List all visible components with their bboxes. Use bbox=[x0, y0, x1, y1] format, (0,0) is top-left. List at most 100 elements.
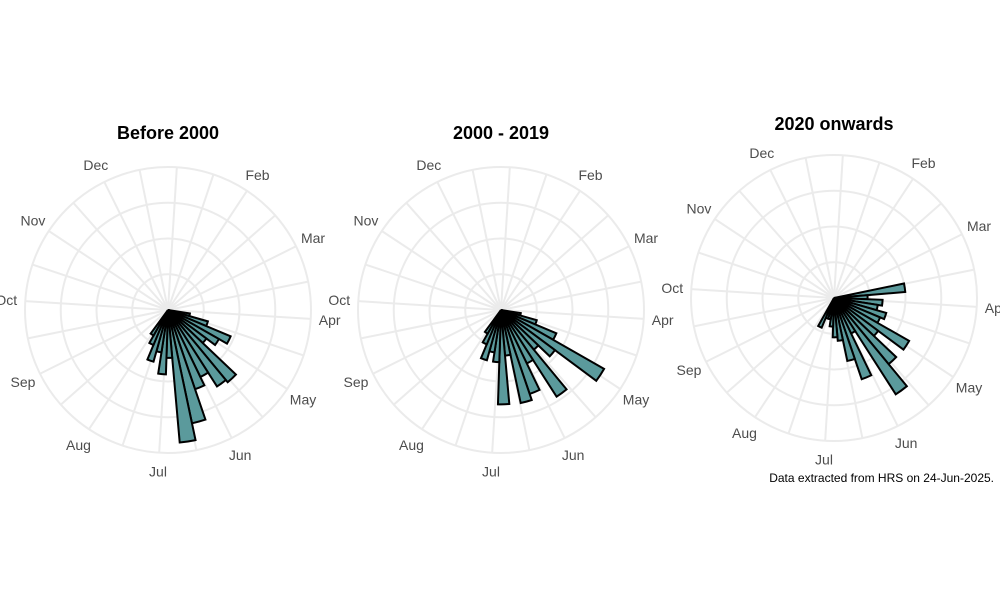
grid-spoke bbox=[167, 174, 215, 311]
month-labels: Feb Mar Apr May Jun Jul Aug Sep Oct Nov Dec bbox=[661, 145, 1000, 468]
grid-ring bbox=[357, 166, 645, 454]
month-label: Mar bbox=[634, 230, 658, 246]
bar-series bbox=[479, 309, 606, 406]
bar bbox=[833, 297, 845, 342]
bar bbox=[500, 309, 568, 399]
month-label: May bbox=[290, 392, 316, 408]
bar bbox=[167, 309, 238, 384]
grid-spoke bbox=[500, 174, 548, 311]
month-label: Jun bbox=[229, 447, 252, 463]
bar bbox=[833, 297, 857, 363]
grid-ring bbox=[59, 201, 277, 419]
bar-series bbox=[146, 309, 238, 444]
grid-spoke bbox=[39, 309, 169, 375]
grid-spoke bbox=[365, 263, 502, 311]
grid-ring bbox=[95, 237, 241, 383]
grid-spoke bbox=[471, 169, 502, 311]
grid-spoke bbox=[167, 309, 311, 320]
grid-spoke bbox=[25, 300, 169, 311]
month-label: Apr bbox=[319, 312, 341, 328]
month-label: Dec bbox=[749, 145, 774, 161]
panel-title: 2000 - 2019 bbox=[453, 123, 549, 143]
month-label: Oct bbox=[328, 292, 350, 308]
month-label: Sep bbox=[344, 374, 369, 390]
panel-title: Before 2000 bbox=[117, 123, 219, 143]
panel-2020-onwards: 2020 onwards Feb Mar Apr May Jun Jul Aug Sep Oct… bbox=[661, 114, 1000, 468]
month-labels: Feb Mar Apr May Jun Jul Aug Sep Oct Nov Dec bbox=[328, 157, 673, 480]
month-label: Oct bbox=[661, 280, 683, 296]
grid-spoke bbox=[167, 280, 309, 311]
grid-spoke bbox=[500, 167, 511, 311]
bar bbox=[816, 297, 835, 330]
grid-ring bbox=[392, 201, 610, 419]
bar bbox=[167, 309, 228, 388]
grid-spoke bbox=[500, 214, 609, 311]
grid-spoke bbox=[693, 297, 835, 328]
grid-spoke bbox=[27, 309, 169, 340]
grid-ring bbox=[24, 166, 312, 454]
grid-spoke bbox=[833, 178, 914, 299]
grid-spoke bbox=[72, 202, 169, 311]
grid-spoke bbox=[726, 297, 835, 394]
month-label: Mar bbox=[967, 218, 991, 234]
grid-spoke bbox=[500, 245, 630, 311]
bar bbox=[149, 309, 169, 337]
month-label: Dec bbox=[83, 157, 108, 173]
bar bbox=[833, 297, 909, 396]
month-label: Dec bbox=[416, 157, 441, 173]
month-label: Nov bbox=[21, 212, 46, 228]
month-label: Jun bbox=[895, 435, 918, 451]
month-label: Jul bbox=[149, 464, 167, 480]
grid-spoke bbox=[833, 162, 881, 299]
bar bbox=[833, 297, 873, 381]
month-label: Aug bbox=[732, 425, 757, 441]
panel-title: 2020 onwards bbox=[774, 114, 893, 134]
month-labels: Feb Mar Apr May Jun Jul Aug Sep Oct Nov Dec bbox=[0, 157, 341, 480]
grid-spoke bbox=[393, 309, 502, 406]
month-label: May bbox=[956, 380, 982, 396]
month-label: Jul bbox=[815, 452, 833, 468]
grid-spoke bbox=[405, 202, 502, 311]
month-label: Aug bbox=[66, 437, 91, 453]
grid-spoke bbox=[714, 218, 835, 299]
grid-spoke bbox=[754, 297, 835, 418]
month-label: Nov bbox=[687, 200, 712, 216]
bar bbox=[833, 282, 907, 299]
month-label: Sep bbox=[677, 362, 702, 378]
grid-spoke bbox=[698, 251, 835, 299]
grid-spoke bbox=[787, 297, 835, 434]
month-label: Oct bbox=[0, 292, 17, 308]
data-source-caption: Data extracted from HRS on 24-Jun-2025. bbox=[769, 471, 994, 485]
grid-spoke bbox=[500, 309, 644, 320]
bar bbox=[500, 309, 534, 405]
grid-spoke bbox=[500, 190, 581, 311]
grid-spoke bbox=[167, 167, 178, 311]
grid-spoke bbox=[358, 300, 502, 311]
month-label: Nov bbox=[354, 212, 379, 228]
month-label: Mar bbox=[301, 230, 325, 246]
month-label: Apr bbox=[652, 312, 674, 328]
grid-spoke bbox=[48, 230, 169, 311]
grid-spoke bbox=[804, 157, 835, 299]
grid-spoke bbox=[381, 230, 502, 311]
grid-spoke bbox=[167, 245, 297, 311]
grid-ring bbox=[761, 225, 907, 371]
bar bbox=[167, 309, 197, 444]
grid-ring bbox=[690, 154, 978, 442]
grid-ring bbox=[725, 189, 943, 407]
grid-spoke bbox=[360, 309, 502, 340]
month-label: Jul bbox=[482, 464, 500, 480]
month-label: Aug bbox=[399, 437, 424, 453]
month-label: Feb bbox=[578, 167, 602, 183]
month-label: Apr bbox=[985, 300, 1000, 316]
grid-spoke bbox=[738, 190, 835, 299]
grid-spoke bbox=[138, 169, 169, 311]
grid-spoke bbox=[167, 190, 248, 311]
panel-before-2000: Before 2000 Feb Mar Apr May Jun Jul Aug Sep Oct N… bbox=[0, 123, 341, 480]
grid-spoke bbox=[103, 181, 169, 311]
grid-spoke bbox=[372, 309, 502, 375]
grid-spoke bbox=[833, 233, 963, 299]
grid-spoke bbox=[60, 309, 169, 406]
grid-spoke bbox=[436, 181, 502, 311]
